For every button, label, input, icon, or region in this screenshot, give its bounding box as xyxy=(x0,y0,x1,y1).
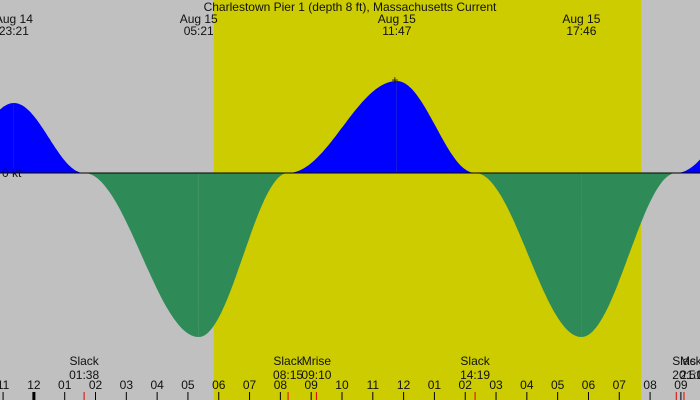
x-tick-label: 06 xyxy=(212,378,226,392)
event-name: Slack xyxy=(460,354,490,368)
x-tick-label: 04 xyxy=(520,378,534,392)
x-tick-label: 05 xyxy=(551,378,565,392)
x-tick-label: 08 xyxy=(643,378,657,392)
current-area xyxy=(198,173,289,337)
current-area-edge xyxy=(676,159,700,173)
x-tick-label: 12 xyxy=(397,378,411,392)
event-name: Slack xyxy=(273,354,303,368)
max-marker: + xyxy=(391,73,398,87)
x-tick-label: 03 xyxy=(120,378,134,392)
x-tick-label: 09 xyxy=(304,378,318,392)
x-tick-label: 09 xyxy=(674,378,688,392)
event-name: Mrise xyxy=(302,354,332,368)
event-time: 14:19 xyxy=(460,368,490,382)
x-tick-label: 03 xyxy=(489,378,503,392)
x-tick-label: 02 xyxy=(89,378,103,392)
current-area xyxy=(475,173,582,337)
current-area xyxy=(84,173,199,337)
event-name: Slack xyxy=(69,354,99,368)
event-name: Slack xyxy=(672,354,700,368)
event-time: 01:38 xyxy=(69,368,99,382)
event-time: 08:15 xyxy=(273,368,303,382)
x-tick-label: 07 xyxy=(243,378,257,392)
event-time: 21:0 xyxy=(680,368,700,382)
current-area xyxy=(581,173,677,337)
peak-time: 05:21 xyxy=(184,24,214,38)
x-tick-label: 10 xyxy=(335,378,349,392)
current-area xyxy=(13,103,85,173)
event-time: 20:51 xyxy=(672,368,700,382)
x-tick-label: 12 xyxy=(27,378,41,392)
x-tick-label: 05 xyxy=(181,378,195,392)
x-tick-label: 01 xyxy=(428,378,442,392)
peak-time: 17:46 xyxy=(566,24,596,38)
peak-date: Aug 15 xyxy=(180,12,218,26)
x-tick-label: 08 xyxy=(274,378,288,392)
x-tick-label: 02 xyxy=(459,378,473,392)
x-tick-label: 01 xyxy=(58,378,72,392)
x-tick-label: 11 xyxy=(0,378,10,392)
x-tick-label: 04 xyxy=(150,378,164,392)
peak-time: 11:47 xyxy=(382,24,411,38)
event-time: 09:10 xyxy=(301,368,331,382)
peak-date: Aug 15 xyxy=(378,12,416,26)
event-name: Ms xyxy=(680,354,696,368)
peak-date: Aug 15 xyxy=(562,12,600,26)
y-tick-label: 0 kt xyxy=(2,166,22,180)
chart-title: Charlestown Pier 1 (depth 8 ft), Massach… xyxy=(204,0,497,14)
x-tick-label: 07 xyxy=(613,378,627,392)
current-area xyxy=(288,81,397,173)
peak-date: Aug 14 xyxy=(0,12,33,26)
x-tick-label: 06 xyxy=(582,378,596,392)
peak-time: 23:21 xyxy=(0,24,29,38)
current-area-edge xyxy=(0,103,14,173)
x-tick-label: 11 xyxy=(367,378,380,392)
current-area xyxy=(396,81,476,173)
